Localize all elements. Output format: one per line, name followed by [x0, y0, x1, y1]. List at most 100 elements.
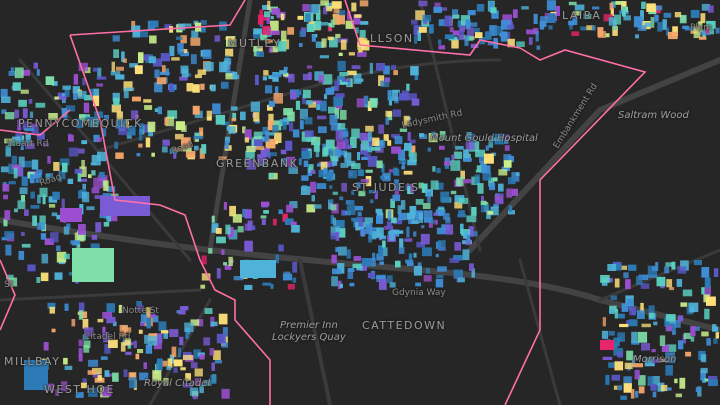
building-footprint — [706, 20, 716, 29]
building-footprint — [715, 332, 719, 339]
building-footprint — [288, 166, 298, 174]
building-footprint — [157, 106, 162, 115]
building-footprint — [438, 19, 445, 27]
building-footprint — [260, 34, 268, 41]
building-footprint — [346, 205, 356, 215]
building-footprint — [400, 200, 406, 210]
building-footprint — [185, 151, 196, 158]
building-footprint — [45, 76, 55, 85]
building-footprint — [306, 204, 316, 213]
building-footprint — [435, 253, 439, 258]
building-footprint — [536, 45, 541, 50]
building-footprint — [382, 240, 386, 248]
building-footprint — [609, 2, 614, 10]
building-footprint — [138, 31, 149, 38]
building-footprint — [61, 108, 68, 118]
building-footprint — [624, 362, 633, 370]
building-footprint — [226, 39, 233, 45]
building-footprint — [404, 142, 412, 151]
building-footprint — [326, 171, 333, 182]
building-footprint — [674, 378, 678, 384]
building-footprint — [78, 348, 83, 358]
building-footprint — [336, 15, 345, 25]
building-footprint — [88, 174, 92, 179]
building-footprint — [357, 152, 360, 161]
building-footprint — [423, 210, 433, 219]
building-footprint — [316, 101, 321, 111]
building-footprint — [287, 111, 295, 122]
building-footprint — [507, 177, 516, 185]
building-footprint — [671, 261, 676, 270]
building-footprint — [223, 202, 227, 210]
building-footprint — [299, 120, 304, 130]
building-footprint — [53, 162, 60, 171]
building-footprint — [620, 395, 627, 400]
building-footprint — [165, 116, 175, 127]
building-footprint — [50, 232, 59, 243]
building-footprint — [11, 155, 17, 164]
building-footprint — [348, 200, 355, 206]
building-footprint — [335, 228, 346, 238]
building-footprint — [224, 264, 232, 270]
building-footprint — [225, 48, 234, 57]
building-footprint — [475, 32, 483, 39]
building-footprint — [444, 163, 449, 169]
building-footprint — [55, 389, 59, 396]
building-footprint — [181, 69, 189, 78]
building-footprint — [356, 98, 365, 108]
building-footprint — [0, 88, 8, 98]
building-footprint — [340, 39, 347, 50]
building-footprint — [189, 387, 199, 396]
building-footprint — [382, 172, 391, 182]
building-footprint — [123, 88, 129, 99]
building-footprint — [274, 132, 282, 143]
building-footprint — [233, 276, 244, 281]
building-footprint — [381, 247, 388, 257]
building-footprint — [211, 223, 219, 233]
building-footprint — [648, 305, 655, 314]
building-footprint — [194, 74, 202, 79]
building-footprint — [22, 121, 29, 130]
building-footprint — [221, 249, 225, 255]
building-footprint — [263, 70, 269, 76]
building-footprint — [346, 249, 351, 259]
building-footprint — [332, 14, 340, 25]
building-footprint — [406, 83, 410, 91]
building-footprint — [103, 222, 110, 227]
building-footprint — [201, 273, 211, 281]
building-footprint — [17, 119, 22, 131]
building-footprint — [192, 84, 200, 93]
building-footprint — [460, 176, 464, 187]
building-footprint — [406, 226, 410, 238]
building-footprint — [41, 253, 49, 264]
building-footprint — [440, 191, 450, 203]
building-footprint — [167, 110, 178, 119]
building-footprint — [97, 318, 104, 323]
building-footprint — [465, 141, 475, 150]
building-footprint — [381, 163, 385, 173]
building-footprint — [175, 121, 185, 131]
building-footprint — [262, 76, 267, 81]
building-footprint — [403, 115, 410, 126]
building-footprint — [341, 78, 351, 82]
building-footprint — [261, 15, 269, 21]
building-footprint — [706, 338, 711, 346]
building-footprint — [609, 305, 617, 313]
building-footprint — [242, 126, 246, 134]
building-footprint — [365, 223, 373, 234]
building-footprint — [613, 385, 618, 390]
building-footprint — [339, 79, 350, 85]
building-footprint — [83, 102, 90, 113]
building-footprint — [614, 308, 619, 319]
building-footprint — [644, 22, 652, 27]
building-footprint — [220, 81, 229, 89]
building-footprint — [267, 120, 274, 131]
building-footprint — [411, 98, 420, 106]
building-footprint — [516, 41, 525, 47]
building-footprint — [493, 203, 499, 208]
building-footprint — [268, 46, 273, 53]
building-footprint — [119, 332, 126, 337]
building-footprint — [502, 14, 512, 25]
building-footprint — [95, 222, 102, 233]
